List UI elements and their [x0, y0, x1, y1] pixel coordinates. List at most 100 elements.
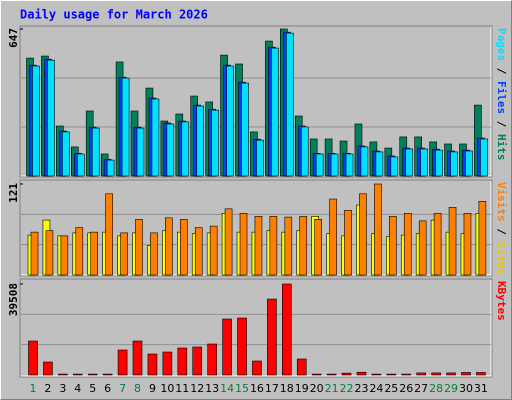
x-tick-label: 13: [205, 382, 219, 395]
legend: Pages / Files / Hits: [495, 28, 508, 161]
bar: [180, 219, 188, 276]
bar: [330, 153, 339, 177]
x-tick-label: 9: [149, 382, 156, 395]
x-tick-label: 3: [59, 382, 66, 395]
bar: [166, 123, 175, 177]
legend-entry: KBytes: [495, 281, 508, 321]
x-tick-label: 4: [74, 382, 81, 395]
x-tick-label: 31: [474, 382, 488, 395]
bar: [314, 219, 322, 276]
bar: [43, 361, 53, 376]
x-tick-label: 21: [325, 382, 339, 395]
legend: KBytes: [495, 281, 508, 321]
bar: [435, 149, 443, 177]
bar: [105, 193, 113, 276]
x-tick-label: 22: [340, 382, 354, 395]
legend: Visits / Sites: [495, 182, 508, 275]
x-tick-label: 12: [190, 382, 204, 395]
x-tick-label: 11: [175, 382, 189, 395]
bar: [296, 358, 307, 376]
bar: [431, 372, 441, 376]
bar: [237, 317, 247, 376]
bar: [117, 349, 128, 376]
bar: [47, 59, 55, 177]
legend-entry: Files: [495, 81, 508, 114]
bar: [76, 153, 85, 177]
bar: [359, 193, 367, 276]
bar: [194, 227, 203, 276]
bar: [390, 156, 399, 177]
bar: [165, 217, 173, 276]
x-tick-label: 16: [250, 382, 264, 395]
bar: [344, 210, 352, 276]
x-tick-label: 18: [280, 382, 294, 395]
bar: [326, 373, 337, 376]
y-max-label: 647: [7, 28, 20, 48]
bar: [224, 208, 233, 276]
bar: [150, 232, 158, 276]
bar: [136, 127, 145, 177]
bar: [271, 47, 279, 177]
bar: [478, 200, 487, 276]
bar: [371, 373, 382, 376]
bar: [32, 65, 40, 177]
bar: [267, 298, 277, 376]
bar: [181, 121, 190, 177]
bar: [329, 198, 337, 276]
bar: [448, 207, 457, 276]
bar: [196, 105, 205, 177]
bar: [106, 159, 115, 177]
bar: [91, 127, 100, 177]
legend-separator: /: [495, 222, 508, 242]
x-tick-label: 23: [354, 382, 368, 395]
bar: [356, 371, 367, 376]
bar: [121, 77, 130, 177]
x-tick-label: 6: [104, 382, 111, 395]
x-tick-label: 29: [444, 382, 458, 395]
x-tick-label: 17: [265, 382, 279, 395]
bar: [132, 340, 143, 376]
bar: [433, 213, 442, 276]
x-tick-label: 10: [160, 382, 174, 395]
bar: [476, 372, 486, 376]
bar: [30, 231, 39, 276]
bar: [284, 216, 293, 276]
bar: [311, 373, 322, 376]
bar: [252, 360, 262, 376]
bar: [60, 235, 69, 276]
bar: [405, 148, 414, 177]
bar: [420, 148, 428, 177]
x-tick-label: 26: [399, 382, 413, 395]
bar: [450, 151, 458, 177]
bar: [375, 151, 384, 177]
bar: [239, 213, 248, 276]
bar: [102, 373, 113, 376]
legend-entry: Sites: [495, 242, 508, 275]
bar: [162, 351, 173, 376]
bar: [300, 126, 309, 177]
bar: [403, 213, 412, 276]
bar: [241, 82, 249, 177]
legend-entry: Hits: [495, 134, 508, 161]
bar: [226, 65, 234, 177]
bar: [360, 146, 369, 177]
bar: [465, 150, 473, 177]
bar: [341, 372, 352, 376]
x-tick-label: 25: [384, 382, 398, 395]
bar: [151, 98, 160, 177]
bar: [315, 153, 324, 177]
x-tick-label: 27: [414, 382, 428, 395]
x-tick-label: 28: [429, 382, 443, 395]
bar: [463, 213, 472, 276]
bar: [135, 219, 143, 276]
legend-entry: Pages: [495, 28, 508, 61]
bar: [269, 216, 278, 276]
y-max-label: 39508: [7, 283, 20, 316]
x-tick-label: 30: [459, 382, 473, 395]
bar: [345, 153, 354, 177]
x-tick-label: 14: [220, 382, 234, 395]
bar: [147, 353, 158, 376]
bar: [28, 340, 38, 376]
